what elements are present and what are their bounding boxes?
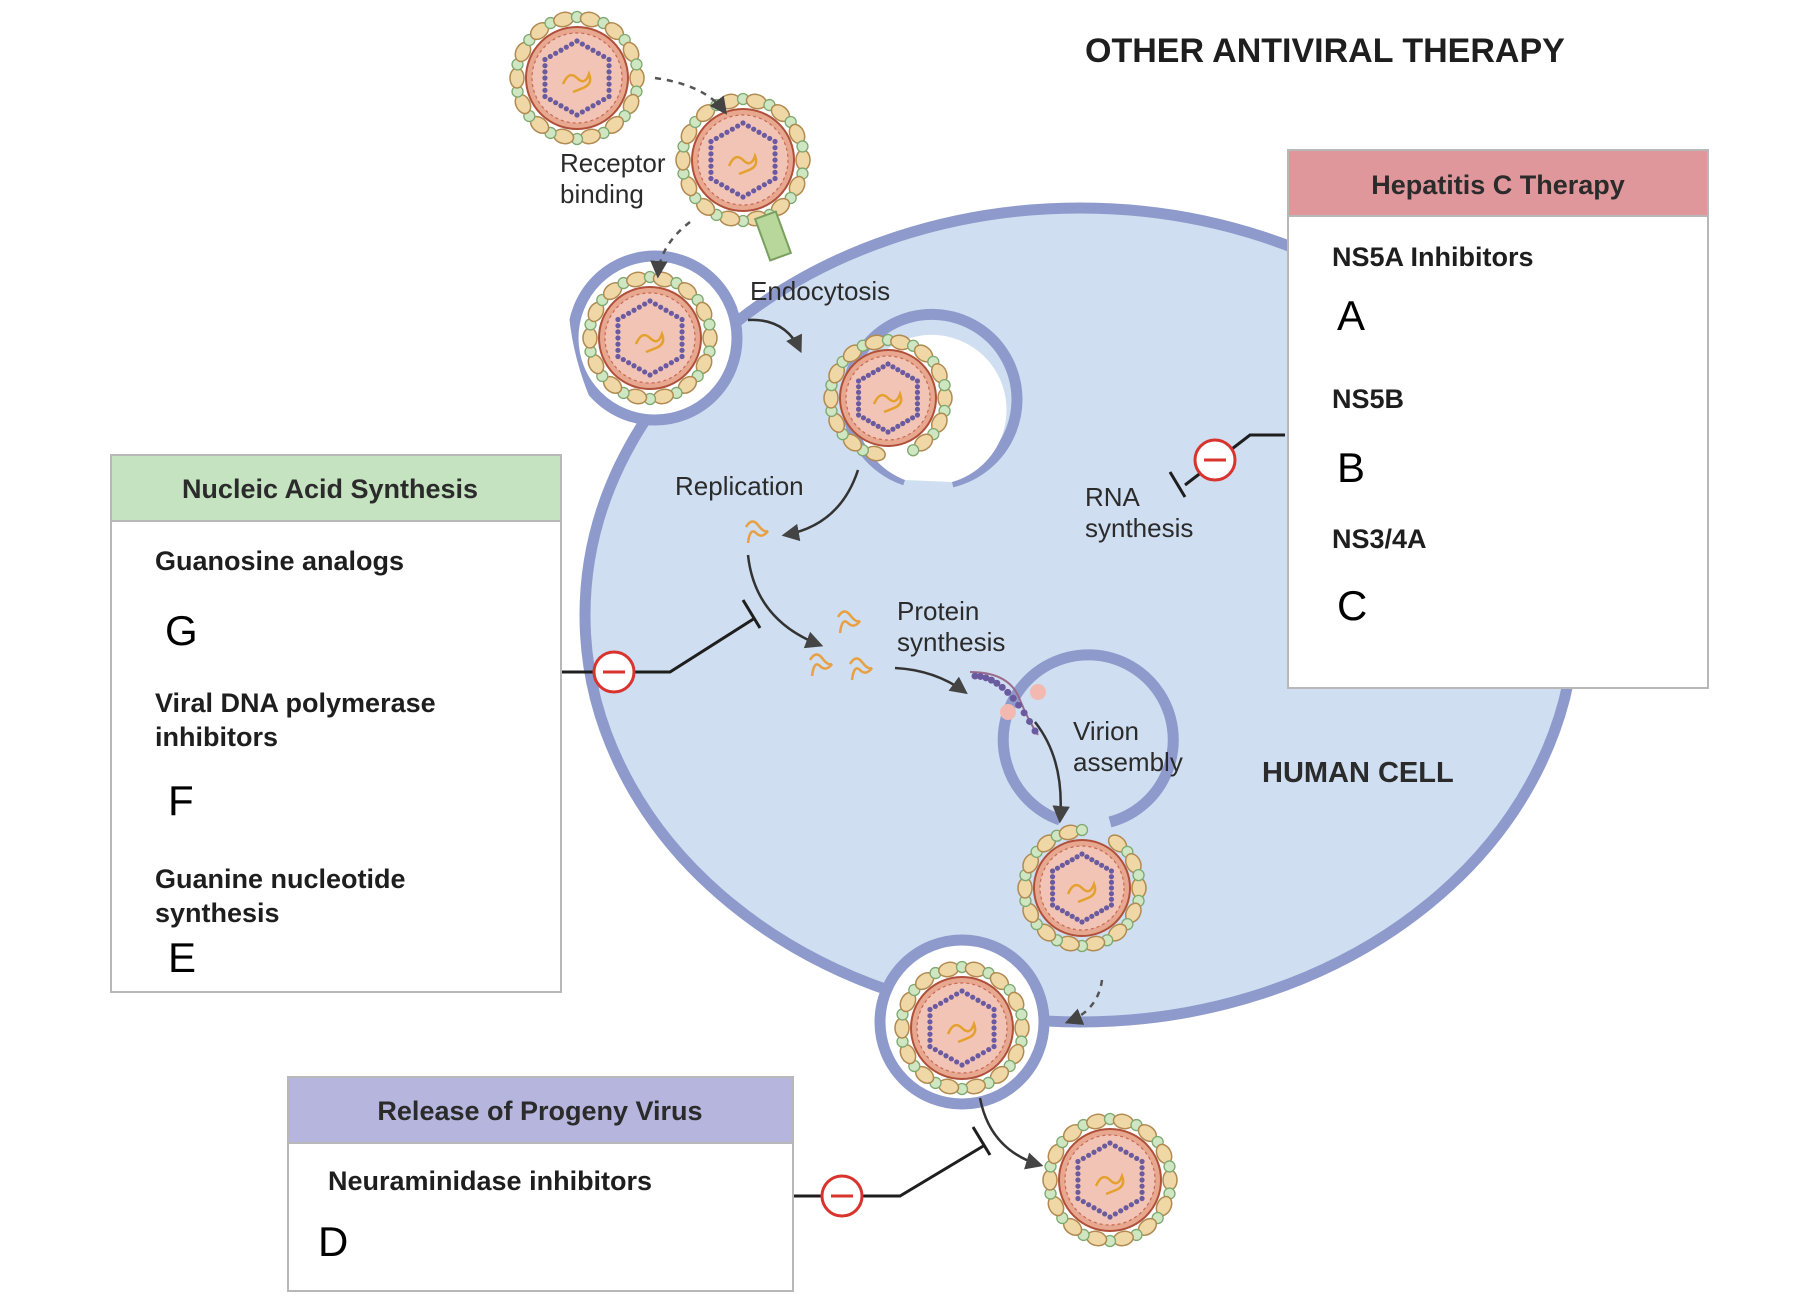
nucleic-letter-3: E	[168, 934, 196, 981]
human-cell-label: HUMAN CELL	[1262, 757, 1454, 789]
hepatitis-header-bg	[1287, 149, 1709, 217]
step-receptor-binding-2: binding	[560, 179, 644, 209]
rna-strand	[744, 520, 769, 544]
step-receptor-binding-1: Receptor	[560, 148, 666, 178]
nascent-protein	[969, 671, 1046, 736]
release-header: Release of Progeny Virus	[377, 1096, 702, 1126]
rna-strand	[848, 657, 873, 681]
release-header-bg	[287, 1076, 794, 1144]
step-replication: Replication	[675, 471, 804, 501]
virion-particle	[509, 10, 645, 146]
nucleic-header: Nucleic Acid Synthesis	[182, 474, 478, 504]
page-title: OTHER ANTIVIRAL THERAPY	[1085, 32, 1565, 70]
step-protein-synthesis-1: Protein	[897, 596, 979, 626]
release-box: Release of Progeny Virus Neuraminidase i…	[287, 1076, 794, 1292]
inhibit-replication	[560, 599, 762, 694]
virion-particle	[1042, 1112, 1178, 1248]
hepatitis-item-3: NS3/4A	[1332, 524, 1427, 554]
release-letter-1: D	[318, 1218, 348, 1265]
step-virion-assembly-2: assembly	[1073, 747, 1183, 777]
arrow-to-protein	[746, 554, 824, 649]
inhibit-rna-synthesis	[1168, 433, 1285, 498]
nucleic-item-3b: synthesis	[155, 898, 280, 928]
virion-particle	[894, 960, 1030, 1096]
arrow-to-receptor	[654, 76, 728, 115]
arrow-to-release	[1064, 979, 1104, 1025]
nucleic-header-bg	[110, 454, 562, 522]
virion-particle	[675, 92, 811, 228]
hepatitis-letter-2: B	[1337, 444, 1365, 491]
virion-particle	[1017, 823, 1147, 953]
step-endocytosis: Endocytosis	[750, 276, 890, 306]
nucleic-letter-2: F	[168, 777, 194, 824]
step-protein-synthesis-2: synthesis	[897, 627, 1005, 657]
hepatitis-letter-1: A	[1337, 292, 1365, 339]
nucleic-item-3a: Guanine nucleotide	[155, 864, 406, 894]
hepatitis-item-1: NS5A Inhibitors	[1332, 242, 1534, 272]
hepatitis-c-box: Hepatitis C Therapy NS5A Inhibitors A NS…	[1287, 149, 1709, 689]
nucleic-item-2b: inhibitors	[155, 722, 278, 752]
arrow-virion-assembly	[1034, 721, 1070, 824]
nucleic-letter-1: G	[165, 607, 198, 654]
inhibit-release	[792, 1126, 992, 1218]
nucleic-item-1: Guanosine analogs	[155, 546, 404, 576]
hepatitis-letter-3: C	[1337, 582, 1367, 629]
step-rna-synthesis-1: RNA	[1085, 482, 1141, 512]
arrow-endocytosis	[747, 318, 802, 354]
virions	[509, 10, 1178, 1248]
arrow-protein-synthesis	[894, 666, 968, 695]
release-item-1: Neuraminidase inhibitors	[328, 1166, 652, 1196]
step-rna-synthesis-2: synthesis	[1085, 513, 1193, 543]
nucleic-item-2a: Viral DNA polymerase	[155, 688, 436, 718]
hepatitis-header: Hepatitis C Therapy	[1371, 170, 1625, 200]
hepatitis-item-2: NS5B	[1332, 384, 1404, 414]
rna-strand	[808, 653, 833, 677]
assembly-vesicle	[997, 649, 1179, 828]
viral-rna	[744, 520, 873, 681]
arrow-release	[978, 1097, 1044, 1170]
virion-particle	[582, 270, 718, 406]
arrow-replication	[781, 469, 860, 542]
receptor	[753, 210, 793, 262]
nucleic-acid-box: Nucleic Acid Synthesis Guanosine analogs…	[110, 454, 562, 993]
virion-particle	[823, 333, 953, 462]
rna-strand	[836, 610, 861, 634]
step-virion-assembly-1: Virion	[1073, 716, 1139, 746]
